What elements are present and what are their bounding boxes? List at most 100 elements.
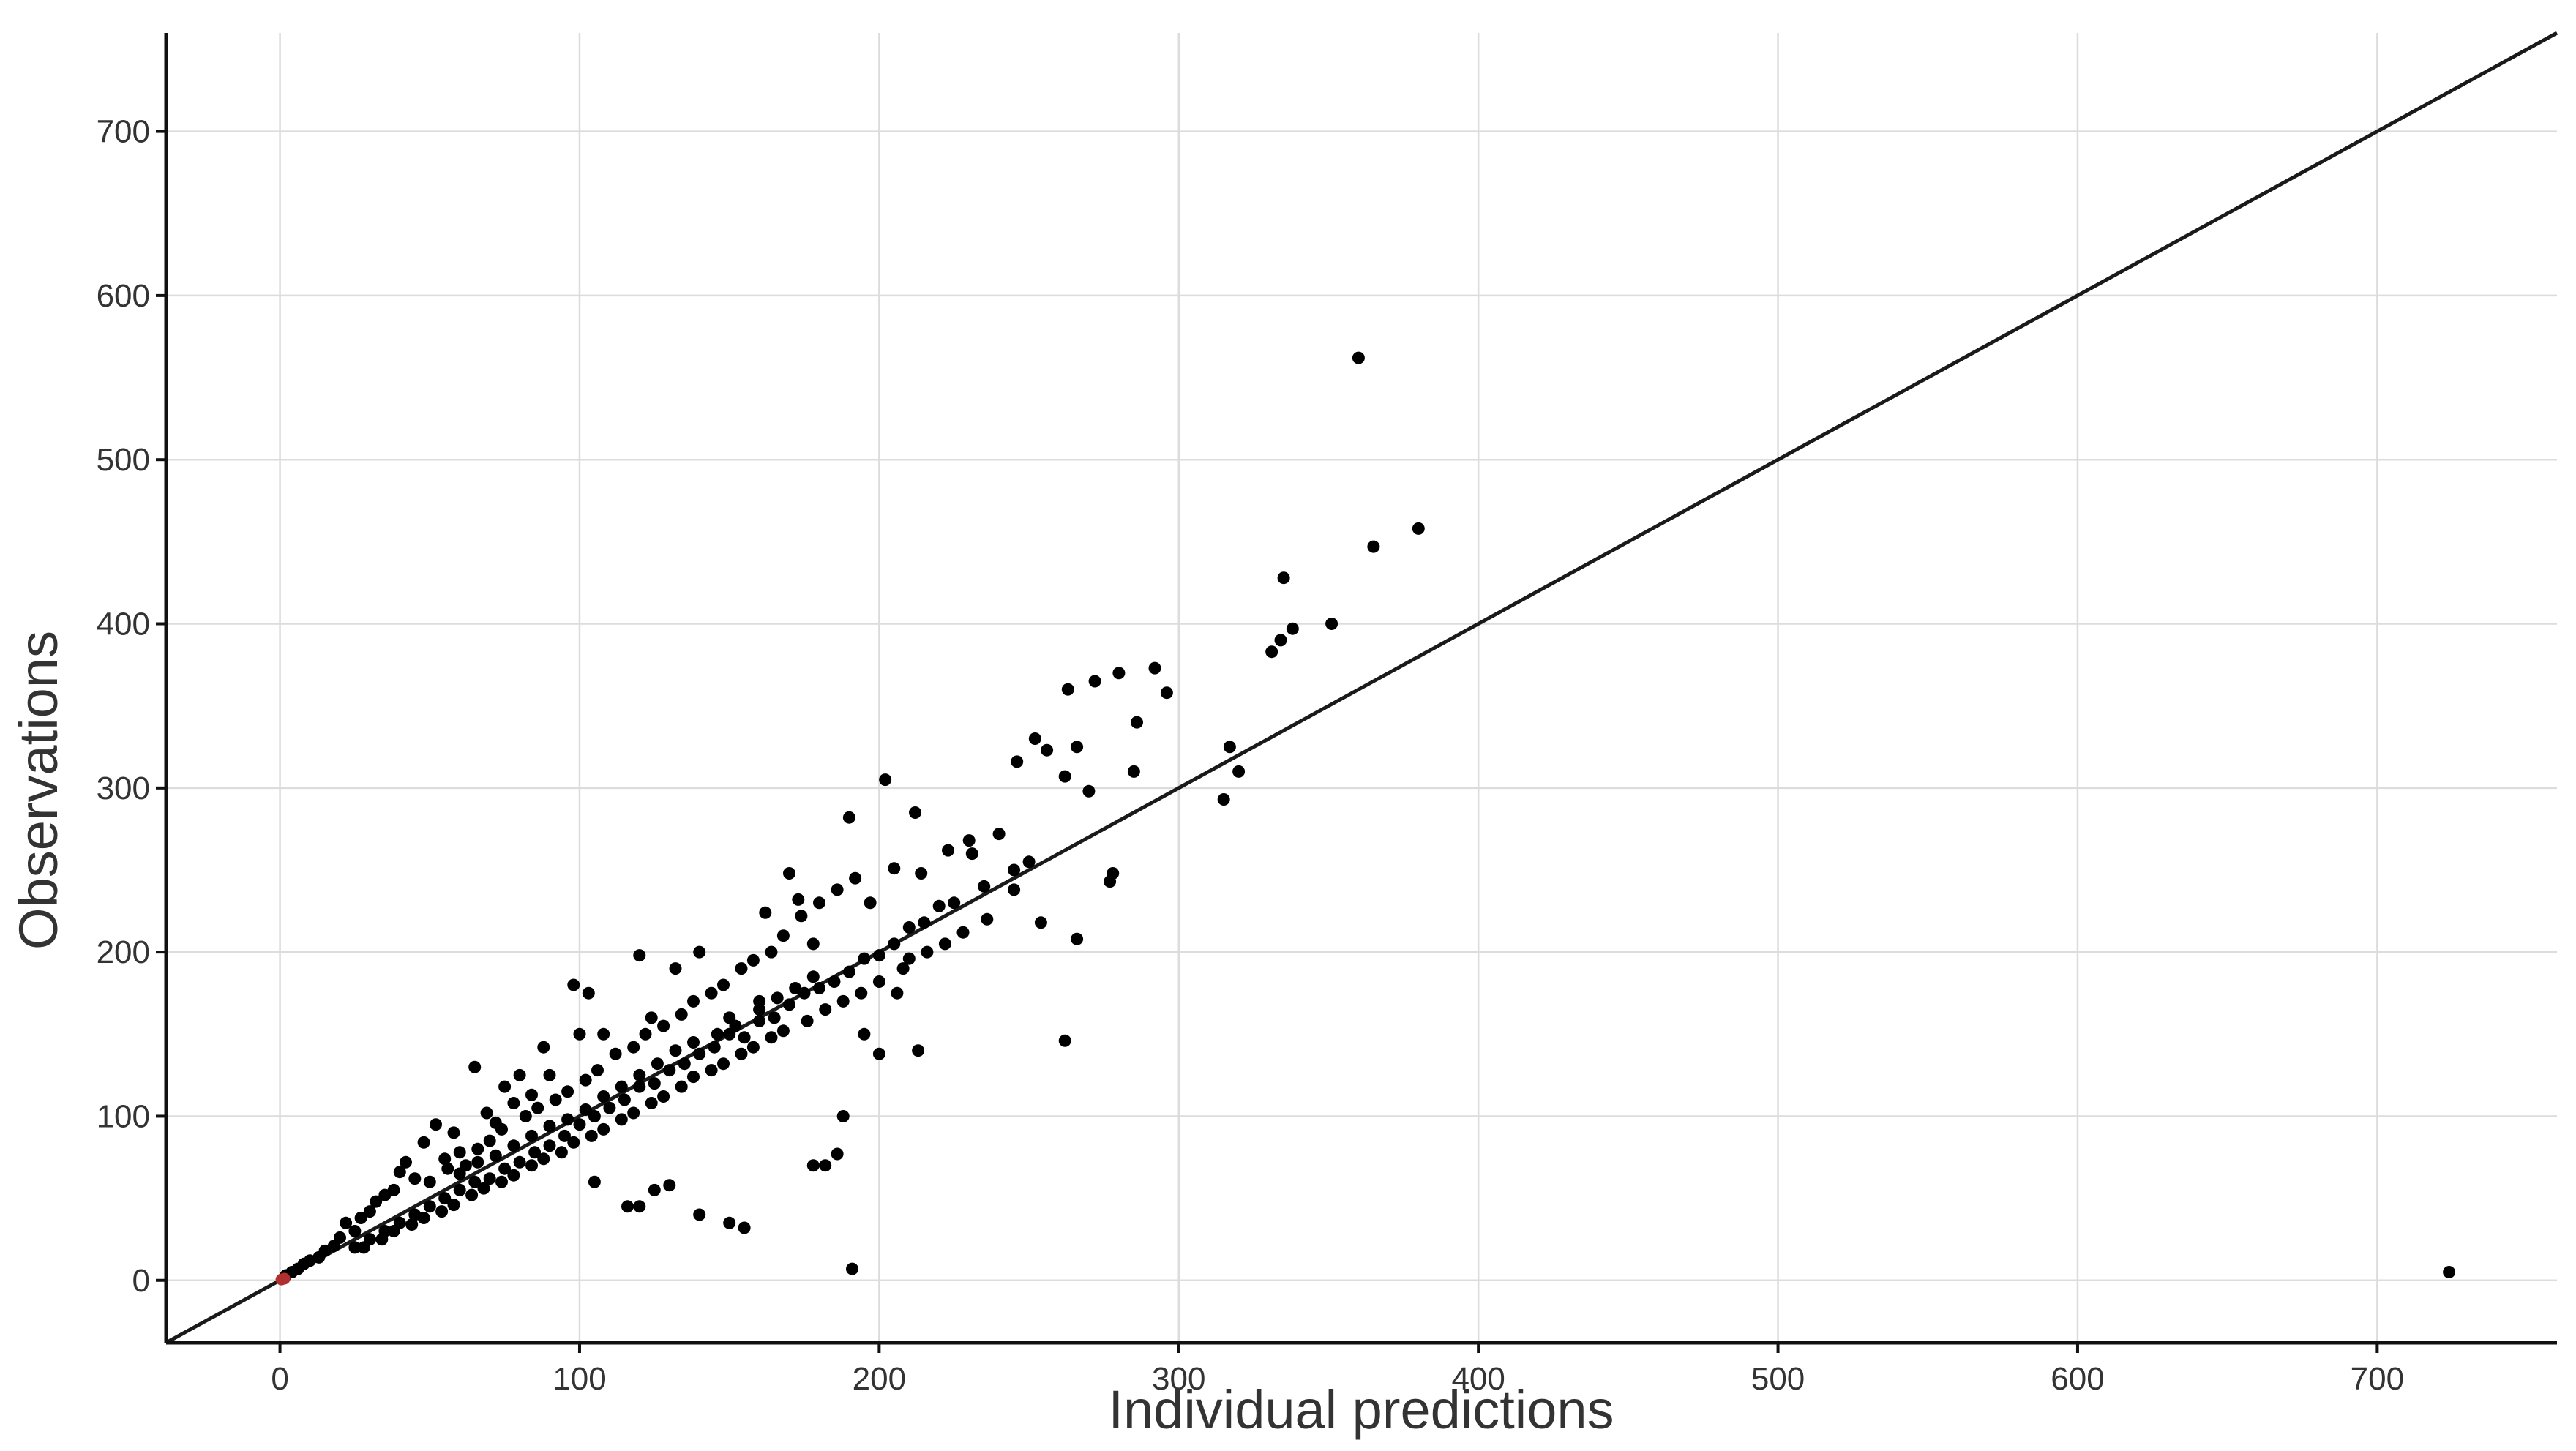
data-point xyxy=(1274,634,1287,647)
data-point xyxy=(1412,522,1425,535)
data-point xyxy=(912,1044,925,1057)
data-point xyxy=(507,1097,520,1109)
data-point xyxy=(831,883,844,896)
data-point xyxy=(370,1195,383,1208)
data-point xyxy=(902,952,916,965)
data-point xyxy=(597,1090,610,1103)
data-point xyxy=(858,1027,871,1041)
data-point xyxy=(609,1047,622,1060)
x-axis-title: Individual predictions xyxy=(1108,1379,1614,1440)
data-point xyxy=(776,929,790,942)
data-point xyxy=(393,1166,406,1179)
data-point xyxy=(783,998,795,1011)
data-point xyxy=(531,1101,544,1114)
data-point xyxy=(675,1008,688,1021)
data-point xyxy=(806,970,820,983)
data-point xyxy=(1223,741,1236,754)
data-point xyxy=(669,1044,682,1057)
data-point xyxy=(573,1118,586,1131)
data-point xyxy=(806,1159,820,1172)
data-point xyxy=(909,806,921,819)
grid-lines xyxy=(166,33,2557,1343)
data-point xyxy=(1325,618,1338,630)
data-point xyxy=(1061,683,1074,696)
data-point xyxy=(627,1106,640,1120)
data-point xyxy=(537,1152,550,1166)
data-point xyxy=(992,828,1006,841)
data-point xyxy=(705,986,718,1000)
data-point xyxy=(615,1113,628,1126)
data-point xyxy=(1127,765,1140,778)
data-point xyxy=(746,953,760,967)
data-point xyxy=(378,1188,392,1201)
data-point xyxy=(543,1139,556,1152)
data-point xyxy=(400,1155,412,1169)
data-point xyxy=(525,1129,538,1142)
data-point xyxy=(489,1149,502,1162)
data-point xyxy=(435,1205,449,1218)
data-point xyxy=(813,982,825,994)
x-tick-label: 600 xyxy=(2051,1361,2104,1397)
data-point xyxy=(795,910,808,923)
data-point xyxy=(842,811,855,824)
data-point xyxy=(561,1085,574,1098)
data-point xyxy=(1008,883,1021,896)
data-point xyxy=(471,1142,484,1155)
data-point xyxy=(746,1041,760,1054)
y-axis-ticks: 0 100 200 300 400 500 600 700 xyxy=(97,114,166,1299)
data-point xyxy=(471,1155,484,1169)
data-point xyxy=(603,1101,616,1114)
data-point xyxy=(717,1057,730,1071)
data-point xyxy=(792,893,805,906)
data-point xyxy=(405,1218,419,1231)
data-point xyxy=(708,1041,721,1054)
data-point xyxy=(921,945,934,959)
data-point xyxy=(705,1064,718,1077)
data-point xyxy=(902,921,916,934)
data-point xyxy=(447,1199,460,1212)
data-point xyxy=(561,1113,574,1126)
data-point xyxy=(759,906,772,919)
data-point xyxy=(537,1041,550,1054)
x-axis-ticks: 0 100 200 300 400 500 600 700 xyxy=(271,1343,2404,1397)
data-point xyxy=(879,773,892,787)
data-point xyxy=(735,962,748,975)
data-point xyxy=(417,1212,430,1224)
data-point xyxy=(579,1073,592,1087)
data-point xyxy=(657,1090,670,1103)
axes xyxy=(164,33,2557,1345)
data-point xyxy=(675,1080,688,1093)
data-point xyxy=(357,1241,370,1254)
data-point xyxy=(495,1122,508,1136)
data-point xyxy=(387,1225,400,1237)
data-point xyxy=(453,1167,466,1180)
data-point xyxy=(687,1071,700,1084)
data-point xyxy=(438,1152,452,1166)
data-point xyxy=(956,926,970,939)
x-tick-label: 700 xyxy=(2351,1361,2404,1397)
data-point xyxy=(1071,932,1084,945)
data-point xyxy=(525,1159,538,1172)
data-point xyxy=(938,937,951,951)
data-point xyxy=(864,896,877,910)
data-point xyxy=(819,1003,832,1016)
data-point xyxy=(567,978,580,991)
data-point xyxy=(648,1077,661,1090)
data-point xyxy=(498,1162,512,1175)
data-point xyxy=(588,1175,601,1188)
y-tick-label: 200 xyxy=(97,934,150,970)
data-point xyxy=(693,945,706,959)
y-tick-label: 300 xyxy=(97,771,150,806)
x-tick-label: 0 xyxy=(271,1361,288,1397)
data-point xyxy=(657,1019,670,1032)
data-point xyxy=(408,1172,422,1185)
data-point xyxy=(633,1068,646,1081)
data-point xyxy=(753,1014,766,1027)
data-point xyxy=(2443,1266,2456,1278)
data-point xyxy=(1277,571,1290,585)
data-point xyxy=(543,1120,556,1133)
data-point xyxy=(836,1110,850,1122)
data-point xyxy=(582,986,595,1000)
data-point xyxy=(846,1262,858,1275)
